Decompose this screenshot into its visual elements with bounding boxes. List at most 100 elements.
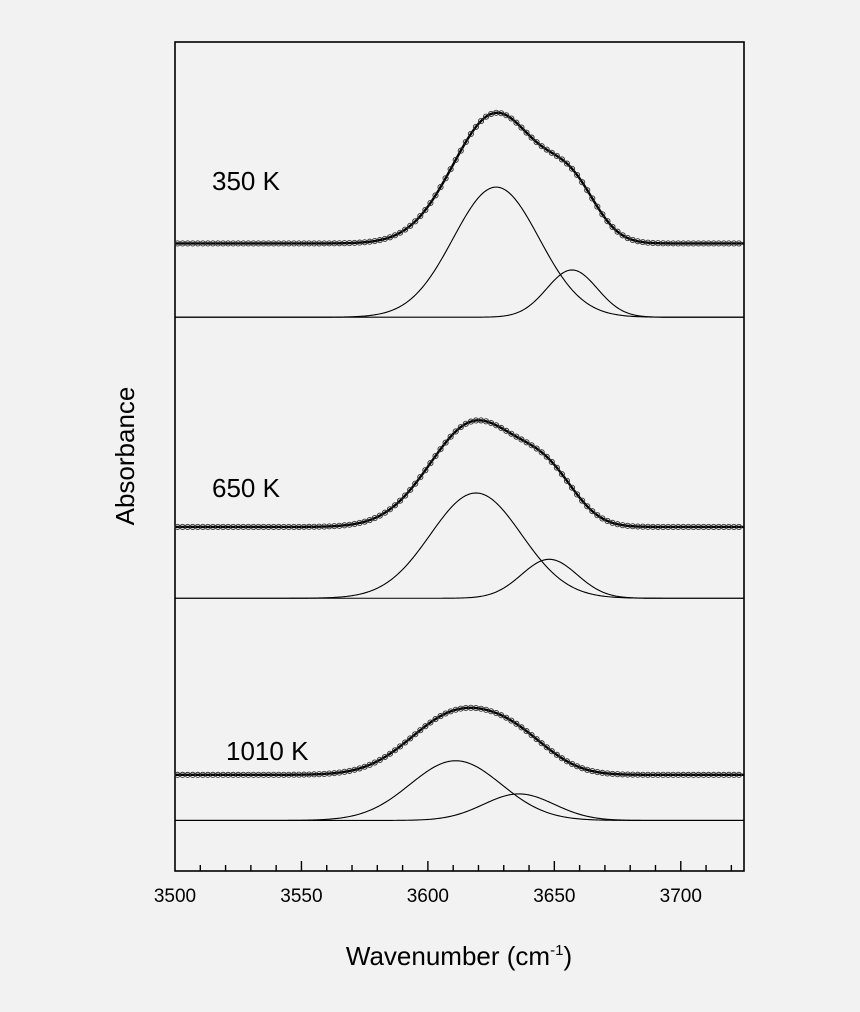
data-point bbox=[442, 439, 449, 446]
data-point bbox=[391, 232, 399, 239]
data-point bbox=[543, 146, 550, 153]
data-point bbox=[513, 119, 520, 126]
data-point bbox=[381, 753, 388, 761]
data-point bbox=[584, 503, 591, 510]
component-curve-1 bbox=[175, 186, 744, 318]
data-point bbox=[553, 464, 560, 471]
component-curve-2 bbox=[175, 558, 744, 599]
data-point bbox=[508, 115, 515, 122]
data-point bbox=[523, 728, 530, 735]
data-point bbox=[609, 223, 616, 231]
data-point bbox=[437, 446, 444, 453]
data-point bbox=[735, 523, 742, 531]
data-point bbox=[518, 124, 525, 131]
data-point bbox=[579, 497, 586, 504]
data-point bbox=[462, 420, 469, 427]
data-point bbox=[422, 467, 429, 474]
data-point bbox=[397, 743, 404, 750]
data-point bbox=[604, 517, 611, 525]
component-curve-1 bbox=[175, 760, 744, 821]
data-point bbox=[397, 497, 404, 504]
data-point bbox=[579, 179, 586, 186]
y-axis-label: Absorbance bbox=[110, 387, 140, 526]
x-tick-label: 3650 bbox=[533, 886, 575, 907]
data-point bbox=[498, 712, 505, 719]
data-point bbox=[397, 229, 404, 236]
data-point bbox=[518, 724, 525, 731]
data-point bbox=[447, 166, 454, 173]
data-point bbox=[538, 740, 545, 747]
data-point bbox=[508, 717, 515, 724]
data-point bbox=[488, 708, 495, 715]
data-point bbox=[402, 226, 409, 233]
data-point bbox=[498, 110, 505, 117]
data-point bbox=[386, 506, 394, 513]
temperature-label: 350 K bbox=[212, 166, 281, 196]
data-point bbox=[391, 747, 399, 754]
data-point bbox=[584, 187, 591, 194]
data-point bbox=[498, 424, 505, 432]
x-axis-label: Wavenumber (cm-1) bbox=[346, 941, 572, 971]
data-point bbox=[407, 222, 414, 229]
data-point bbox=[482, 113, 490, 120]
data-point bbox=[391, 502, 399, 509]
data-point bbox=[371, 515, 378, 522]
data-point bbox=[427, 199, 434, 207]
data-point bbox=[386, 750, 394, 757]
data-point bbox=[553, 152, 560, 159]
data-point bbox=[503, 714, 510, 721]
data-point bbox=[558, 156, 565, 163]
data-point bbox=[735, 771, 742, 778]
data-point bbox=[371, 759, 378, 766]
data-point bbox=[442, 710, 449, 717]
data-point bbox=[518, 436, 525, 443]
data-point bbox=[412, 218, 419, 225]
data-point bbox=[412, 731, 419, 738]
data-point bbox=[528, 134, 535, 141]
data-point bbox=[402, 739, 409, 746]
data-point bbox=[457, 147, 464, 154]
x-tick-label: 3500 bbox=[154, 886, 196, 907]
data-point bbox=[563, 758, 571, 765]
data-point bbox=[548, 149, 555, 156]
data-point bbox=[452, 156, 459, 163]
spectrum-2 bbox=[174, 417, 744, 599]
data-point bbox=[589, 508, 596, 515]
data-point bbox=[488, 419, 495, 427]
x-axis-label-superscript: -1 bbox=[550, 942, 563, 959]
data-point bbox=[574, 763, 581, 770]
data-point bbox=[432, 452, 439, 460]
data-point bbox=[427, 719, 434, 726]
data-point bbox=[437, 713, 444, 720]
data-point bbox=[548, 458, 555, 465]
data-point bbox=[528, 442, 535, 449]
data-point bbox=[533, 445, 540, 452]
data-point bbox=[412, 480, 419, 487]
data-point bbox=[574, 171, 581, 179]
data-point bbox=[462, 138, 469, 146]
data-point bbox=[417, 727, 424, 734]
data-point bbox=[568, 760, 576, 767]
data-point bbox=[533, 139, 540, 146]
data-point bbox=[432, 716, 439, 723]
data-point bbox=[538, 143, 545, 150]
component-curve-2 bbox=[175, 269, 744, 318]
data-point bbox=[503, 112, 510, 119]
data-point bbox=[735, 240, 742, 247]
data-point bbox=[599, 515, 606, 522]
data-point bbox=[523, 129, 530, 136]
data-point bbox=[548, 748, 555, 755]
fit-curve bbox=[175, 706, 744, 777]
spectrum-1 bbox=[174, 109, 744, 318]
data-point bbox=[447, 433, 454, 440]
data-point bbox=[523, 439, 530, 446]
x-tick-label: 3600 bbox=[407, 886, 449, 907]
spectra-curves bbox=[174, 109, 744, 821]
spectrum-3 bbox=[174, 704, 744, 821]
data-point bbox=[508, 430, 515, 437]
data-point bbox=[442, 175, 449, 182]
data-point bbox=[543, 453, 550, 460]
data-point bbox=[376, 512, 383, 519]
component-curve-2 bbox=[175, 793, 744, 821]
